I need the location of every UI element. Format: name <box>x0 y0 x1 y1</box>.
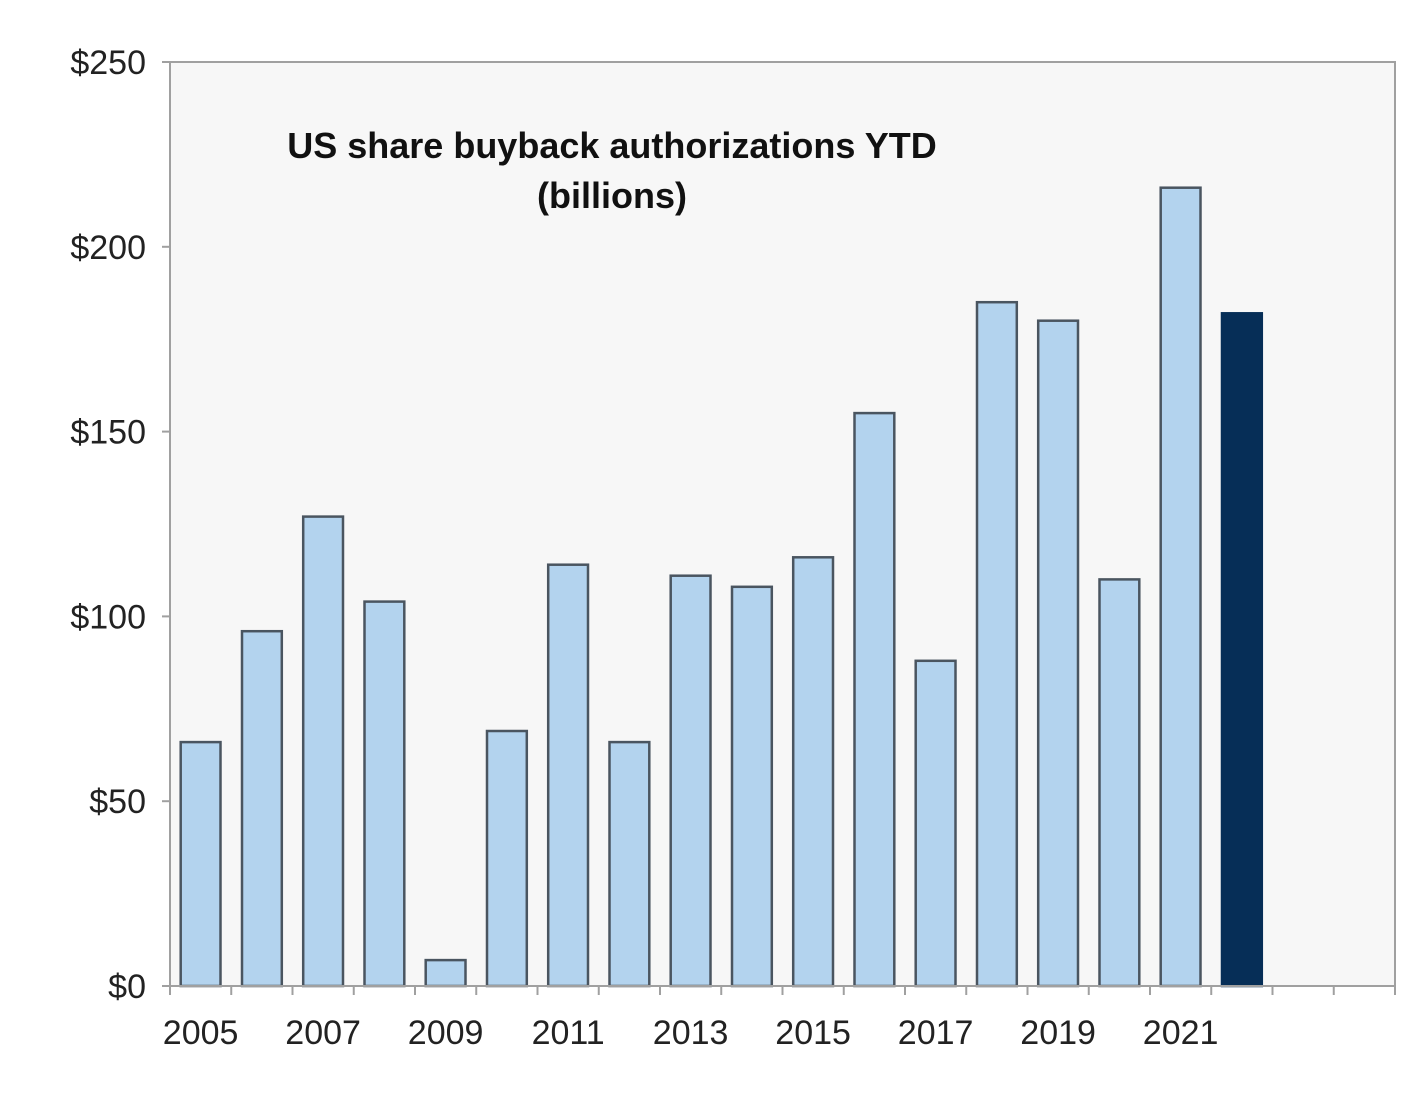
y-tick-label: $100 <box>70 598 146 636</box>
x-tick-label: 2019 <box>1020 1014 1096 1052</box>
bar-2013 <box>669 574 712 988</box>
bar-2010 <box>485 729 529 988</box>
x-tick-label: 2009 <box>408 1014 484 1052</box>
bar-2022 <box>1220 312 1264 988</box>
x-tick-label: 2013 <box>653 1014 729 1052</box>
y-tick-label: $0 <box>108 968 146 1006</box>
y-tick-labels: $0 $50 $100 $150 $200 $250 <box>70 44 146 1006</box>
bar-2006 <box>240 629 284 988</box>
bar-2005 <box>179 740 222 988</box>
bar-2018 <box>975 300 1019 988</box>
chart-title: US share buyback authorizations YTD <box>287 125 937 166</box>
y-tick-label: $50 <box>89 783 146 821</box>
bar-2017 <box>914 659 957 988</box>
x-tick-label: 2017 <box>898 1014 974 1052</box>
bar-2007 <box>301 515 345 988</box>
bar-2016 <box>853 411 896 988</box>
axes-group <box>162 61 1396 995</box>
bar-2009 <box>424 958 467 988</box>
bar-2008 <box>363 600 406 988</box>
chart-subtitle: (billions) <box>537 175 687 216</box>
x-tick-labels: 2005 2007 2009 2011 2013 2015 2017 2019 2021 <box>163 1014 1219 1052</box>
x-tick-label: 2021 <box>1143 1014 1219 1052</box>
plot-area <box>169 61 1396 987</box>
y-tick-label: $200 <box>70 229 146 267</box>
bar-2019 <box>1036 319 1080 988</box>
y-tick-label: $150 <box>70 414 146 452</box>
x-tick-label: 2007 <box>285 1014 361 1052</box>
bar-2014 <box>730 585 774 988</box>
bar-2015 <box>791 556 835 988</box>
bar-2011 <box>546 563 590 988</box>
bar-2021 <box>1159 186 1202 988</box>
y-tick-label: $250 <box>70 44 146 82</box>
x-tick-label: 2015 <box>775 1014 851 1052</box>
bar-2020 <box>1098 578 1141 988</box>
x-tick-label: 2011 <box>532 1014 605 1052</box>
x-tick-label: 2005 <box>163 1014 239 1052</box>
bar-2012 <box>608 740 651 988</box>
bars-group <box>179 186 1264 988</box>
